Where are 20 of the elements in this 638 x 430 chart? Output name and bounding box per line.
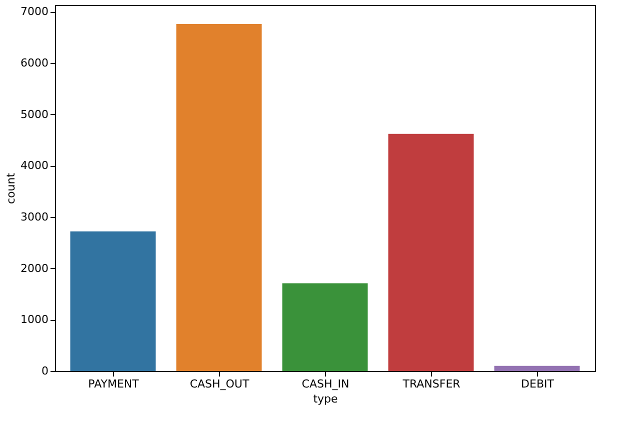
y-axis-title: count	[4, 172, 18, 204]
y-tick-label: 7000	[20, 5, 48, 18]
y-tick-label: 6000	[20, 56, 48, 70]
x-tick-label: DEBIT	[521, 378, 554, 390]
y-tick-label: 3000	[20, 210, 48, 224]
bar	[388, 134, 474, 371]
y-tick-label: 4000	[20, 159, 48, 172]
y-tick-label: 0	[42, 364, 48, 378]
x-tick-label: PAYMENT	[88, 378, 140, 390]
x-tick-label: CASH_IN	[302, 378, 350, 390]
bar	[282, 283, 368, 371]
bar	[494, 366, 580, 371]
x-tick-label: TRANSFER	[402, 378, 461, 390]
x-axis-title: type	[313, 392, 338, 406]
y-tick-label: 2000	[20, 262, 48, 275]
y-tick-label: 1000	[20, 313, 48, 326]
x-tick-label: CASH_OUT	[190, 378, 250, 390]
bar	[176, 24, 262, 371]
bar	[70, 231, 156, 371]
y-tick-label: 5000	[20, 108, 48, 121]
